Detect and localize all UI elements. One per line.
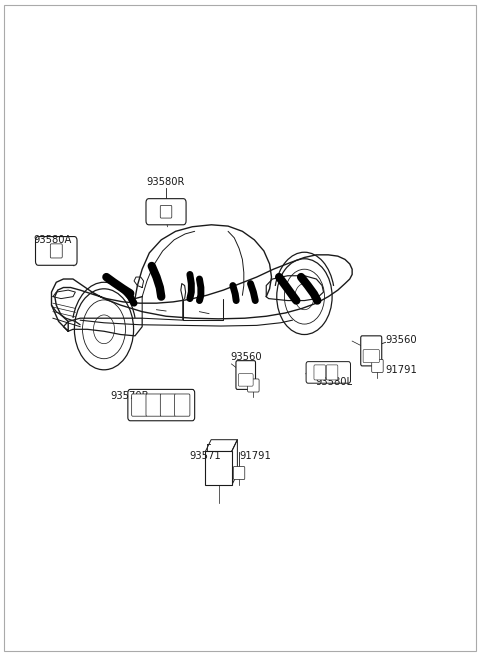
FancyBboxPatch shape [146, 394, 161, 416]
FancyBboxPatch shape [233, 466, 245, 480]
Text: 93580A: 93580A [34, 235, 72, 245]
FancyBboxPatch shape [36, 237, 77, 265]
Text: 93571: 93571 [190, 451, 221, 461]
FancyBboxPatch shape [132, 394, 147, 416]
Text: 91791: 91791 [385, 365, 418, 375]
FancyBboxPatch shape [248, 379, 259, 392]
FancyBboxPatch shape [361, 336, 382, 366]
FancyBboxPatch shape [128, 390, 195, 420]
FancyBboxPatch shape [50, 244, 62, 258]
FancyBboxPatch shape [306, 361, 350, 383]
FancyBboxPatch shape [239, 374, 253, 386]
FancyBboxPatch shape [146, 199, 186, 225]
Text: 93570B: 93570B [110, 391, 149, 401]
Text: 93580R: 93580R [147, 177, 185, 187]
FancyBboxPatch shape [236, 361, 255, 390]
FancyBboxPatch shape [326, 365, 338, 380]
Text: 93560: 93560 [385, 335, 417, 345]
FancyBboxPatch shape [363, 350, 379, 363]
Text: 93560: 93560 [230, 352, 262, 362]
FancyBboxPatch shape [372, 359, 383, 373]
Text: 91791: 91791 [239, 451, 271, 461]
FancyBboxPatch shape [160, 205, 172, 218]
Bar [205, 451, 232, 485]
FancyBboxPatch shape [160, 394, 176, 416]
FancyBboxPatch shape [314, 365, 325, 380]
Text: 93580L: 93580L [315, 377, 352, 386]
FancyBboxPatch shape [175, 394, 190, 416]
